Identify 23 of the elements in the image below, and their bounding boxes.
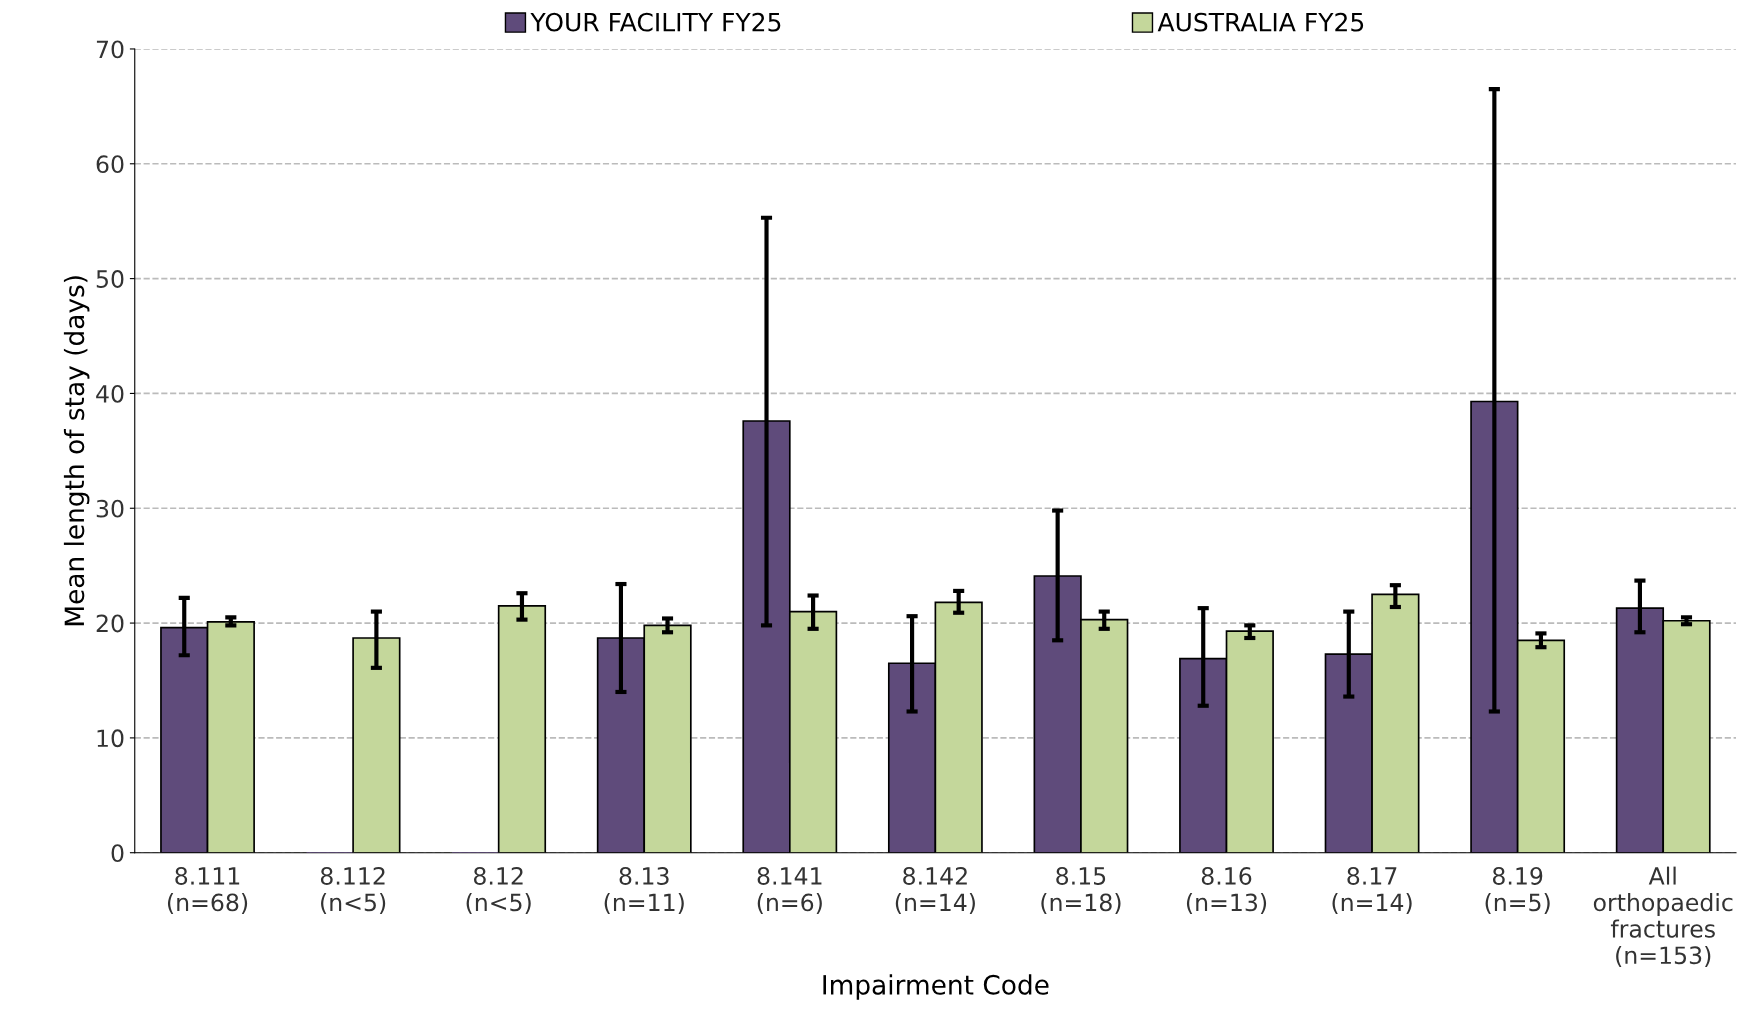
y-tick-label: 50 xyxy=(96,270,124,288)
x-tick-label: 8.112 (n<5) xyxy=(320,867,386,915)
x-tick-label: 8.15 (n=18) xyxy=(1041,867,1121,915)
y-tick-label: 40 xyxy=(96,384,124,403)
x-tick-label: 8.141 (n=6) xyxy=(757,867,822,915)
x-tick-label: 8.16 (n=13) xyxy=(1186,867,1267,915)
legend-label: YOUR FACILITY FY25 xyxy=(530,12,781,32)
x-tick-label: 8.13 (n=11) xyxy=(604,867,684,915)
x-tick-label: All orthopaedic fractures (n=153) xyxy=(1593,866,1733,967)
y-tick-label: 70 xyxy=(96,40,124,59)
y-tick-label: 60 xyxy=(96,155,124,174)
legend-label: AUSTRALIA FY25 xyxy=(1157,12,1364,32)
x-tick-label: 8.17 (n=14) xyxy=(1332,867,1412,915)
x-tick-label: 8.142 (n=14) xyxy=(895,867,975,915)
x-tick-label: 8.111 (n=68) xyxy=(167,867,248,915)
y-tick-label: 10 xyxy=(97,729,124,748)
x-axis-title: Impairment Code xyxy=(823,974,1049,1000)
y-tick-label: 20 xyxy=(96,614,124,633)
x-tick-label: 8.12 (n<5) xyxy=(466,867,531,915)
x-tick-label: 8.19 (n=5) xyxy=(1485,867,1550,915)
y-tick-label: 30 xyxy=(96,499,124,518)
y-tick-label: 0 xyxy=(111,844,124,863)
y-axis-title: Mean length of stay (days) xyxy=(63,276,90,626)
